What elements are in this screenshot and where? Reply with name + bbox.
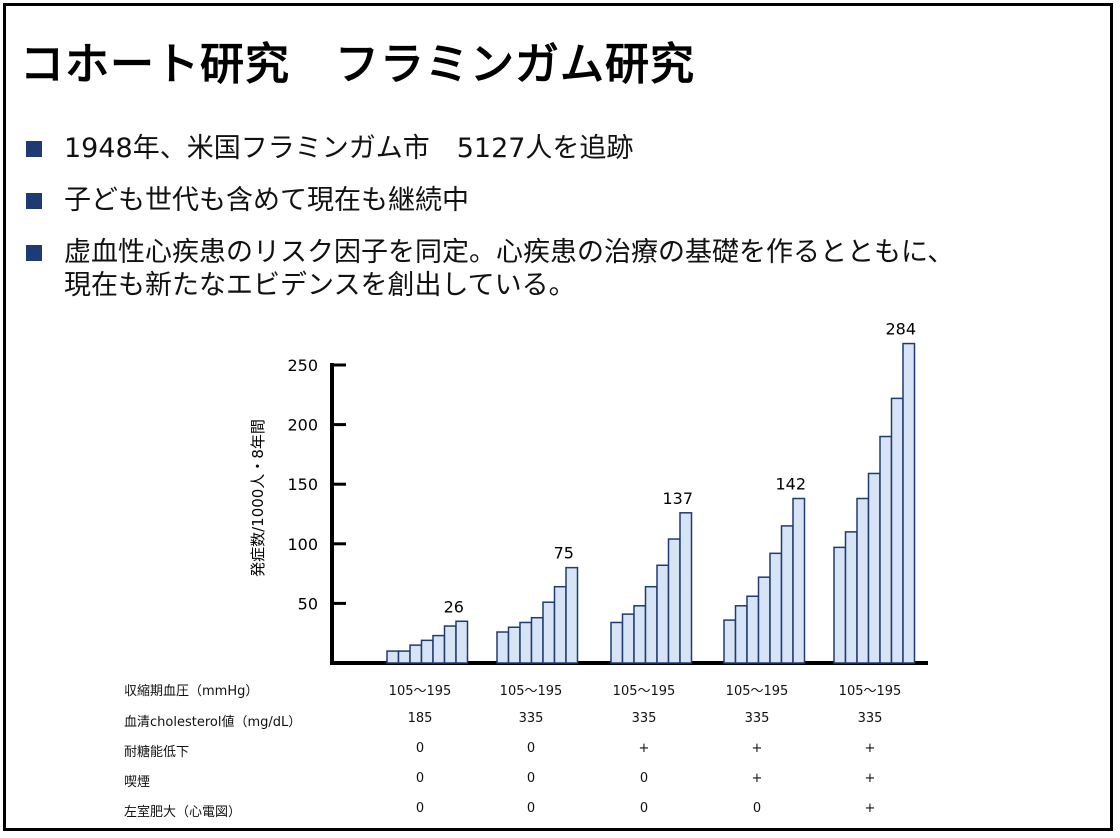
- bar: [519, 621, 533, 664]
- bar: [610, 621, 624, 664]
- bar: [455, 620, 469, 664]
- bar: [553, 585, 567, 664]
- bar: [902, 342, 916, 664]
- bullet-item: 1948年、米国フラミンガム市 5127人を追跡: [22, 132, 1102, 165]
- y-tick-label: 100: [287, 535, 318, 554]
- bar: [679, 512, 693, 664]
- bar: [844, 531, 858, 664]
- bar: [621, 613, 635, 664]
- bar: [833, 546, 847, 664]
- bar: [780, 525, 794, 664]
- bullet-square-icon: [26, 193, 42, 209]
- y-axis-title: 発症数/1000人・8年間: [249, 419, 267, 577]
- bar: [734, 605, 748, 664]
- bullet-square-icon: [26, 141, 42, 157]
- bar: [420, 639, 434, 664]
- bar-data-label: 137: [662, 489, 693, 508]
- y-tick-label: 250: [287, 356, 318, 375]
- bar: [633, 605, 647, 664]
- bar: [565, 566, 579, 664]
- bullet-text: 1948年、米国フラミンガム市 5127人を追跡: [64, 133, 634, 164]
- bullet-item: 虚血性心疾患のリスク因子を同定。心疾患の治療の基礎を作るとともに、 現在も新たな…: [22, 236, 1102, 302]
- bar: [443, 625, 457, 664]
- bar-data-label: 284: [885, 320, 916, 339]
- bar: [496, 631, 510, 664]
- y-tick-label: 50: [298, 594, 318, 613]
- bar: [667, 538, 681, 664]
- bar: [644, 585, 658, 664]
- slide-title: コホート研究 フラミンガム研究: [20, 39, 695, 90]
- slide-frame: [3, 3, 1113, 831]
- bar: [769, 552, 783, 664]
- y-tick-label: 200: [287, 416, 318, 435]
- bar-data-label: 26: [444, 597, 464, 616]
- bar: [723, 619, 737, 664]
- bar: [856, 497, 870, 664]
- bullet-text: 虚血性心疾患のリスク因子を同定。心疾患の治療の基礎を作るとともに、 現在も新たな…: [64, 237, 955, 301]
- bar: [542, 601, 556, 664]
- bullet-item: 子ども世代も含めて現在も継続中: [22, 184, 1102, 217]
- bar: [879, 435, 893, 664]
- bar-data-label: 142: [775, 475, 806, 494]
- bar: [530, 616, 544, 664]
- bar: [409, 644, 423, 664]
- bullet-list: 1948年、米国フラミンガム市 5127人を追跡 子ども世代も含めて現在も継続中…: [22, 132, 1102, 321]
- bar: [746, 595, 760, 664]
- bar: [656, 564, 670, 664]
- bar: [507, 626, 521, 664]
- bullet-square-icon: [26, 245, 42, 261]
- bar: [386, 650, 400, 664]
- bar: [792, 497, 806, 664]
- bar: [432, 634, 446, 664]
- bar: [757, 576, 771, 664]
- bar: [397, 650, 411, 664]
- bullet-text: 子ども世代も含めて現在も継続中: [64, 185, 469, 216]
- bar: [890, 397, 904, 664]
- bar: [867, 472, 881, 664]
- y-tick-label: 150: [287, 475, 318, 494]
- bar-data-label: 75: [554, 544, 574, 563]
